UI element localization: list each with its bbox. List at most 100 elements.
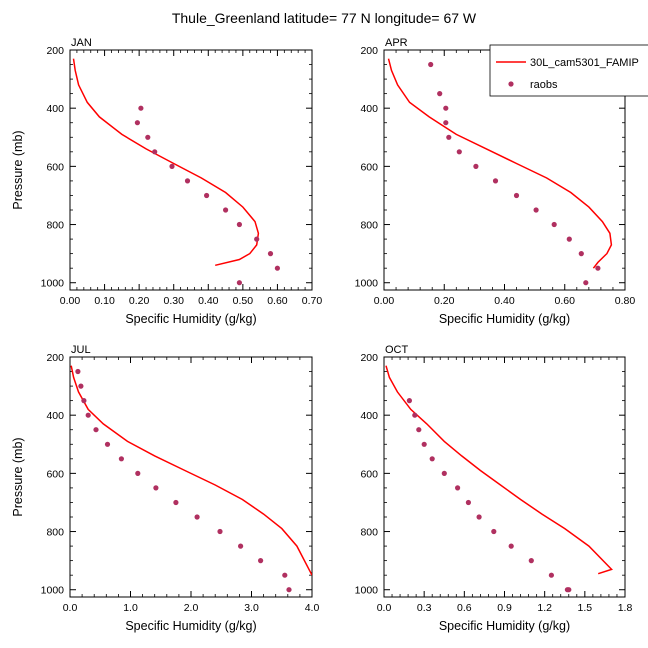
panel-jul: JUL 0.0 1.0 2.0 3.0 4.0 200 400 600 800 1000 Specif… [11, 344, 319, 633]
x-tick-label: 0.50 [233, 295, 254, 307]
panel-label: JUL [71, 344, 91, 356]
x-tick-label: 0.40 [494, 295, 515, 307]
data-layer [387, 58, 613, 286]
raobs-point [429, 456, 435, 462]
raobs-point [236, 221, 242, 228]
x-tick-label: 0.30 [163, 295, 184, 307]
x-tick-label: 0.0 [63, 602, 78, 614]
figure-title: Thule_Greenland latitude= 77 N longitude… [172, 10, 477, 26]
raobs-point [104, 441, 111, 447]
raobs-point [194, 514, 200, 520]
y-tick-label: 200 [46, 352, 64, 364]
series-line-model [387, 58, 613, 269]
raobs-point [152, 149, 158, 155]
y-axis-label: Pressure (mb) [11, 130, 25, 209]
raobs-point [138, 105, 144, 111]
raobs-point [421, 441, 427, 447]
raobs-point [513, 192, 520, 199]
x-tick-label: 0.0 [377, 602, 392, 614]
raobs-point [173, 499, 179, 506]
y-tick-label: 400 [46, 103, 64, 115]
raobs-point [153, 485, 159, 491]
raobs-point [491, 528, 497, 535]
y-tick-label: 200 [360, 352, 378, 364]
plot-frame [69, 356, 313, 598]
y-tick-label: 800 [360, 220, 378, 232]
data-layer [385, 365, 613, 593]
raobs-point [441, 470, 447, 476]
raobs-point [566, 236, 572, 242]
series-line-model [385, 365, 613, 575]
raobs-point [274, 265, 280, 271]
raobs-point [204, 192, 210, 199]
x-tick-label: 0.20 [434, 295, 455, 307]
raobs-point [286, 587, 292, 593]
raobs-point [528, 558, 534, 564]
y-tick-label: 600 [46, 161, 64, 173]
raobs-point [75, 368, 81, 375]
raobs-point [81, 398, 87, 404]
x-tick-label: 4.0 [305, 602, 320, 614]
x-tick-label: 1.2 [537, 602, 552, 614]
x-tick-label: 3.0 [244, 602, 259, 614]
x-tick-label: 0.00 [60, 295, 81, 307]
raobs-point [406, 398, 412, 404]
x-axis-label: Specific Humidity (g/kg) [125, 619, 256, 633]
x-tick-label: 0.9 [497, 602, 512, 614]
y-tick-label: 600 [360, 468, 378, 480]
y-tick-label: 800 [46, 220, 64, 232]
x-tick-label: 0.00 [374, 295, 395, 307]
raobs-point [473, 163, 479, 169]
raobs-point [443, 105, 449, 111]
y-tick-label: 400 [360, 410, 378, 422]
raobs-point [416, 427, 422, 433]
x-axis-label: Specific Humidity (g/kg) [439, 312, 570, 326]
legend-label-model: 30L_cam5301_FAMIP [530, 57, 639, 69]
raobs-point [492, 178, 499, 184]
y-tick-label: 400 [46, 410, 64, 422]
raobs-point [258, 558, 264, 564]
panel-label: APR [385, 37, 408, 49]
raobs-point [78, 383, 84, 389]
y-tick-label: 600 [360, 161, 378, 173]
y-tick-label: 1000 [41, 278, 65, 290]
x-tick-label: 1.0 [123, 602, 138, 614]
raobs-point [595, 265, 601, 271]
raobs-point [254, 236, 260, 242]
legend-swatch-raobs [508, 81, 514, 87]
raobs-point [236, 280, 242, 286]
series-line-model [70, 365, 312, 576]
y-tick-label: 1000 [355, 585, 379, 597]
raobs-point [564, 587, 571, 593]
y-tick-label: 200 [46, 45, 64, 57]
raobs-point [85, 412, 91, 418]
y-axis-label: Pressure (mb) [11, 437, 25, 516]
panel-jan: JAN 0.00 0.10 0.20 0.30 0.40 0.50 0.60 0.70 200 40… [11, 37, 322, 326]
y-tick-label: 800 [360, 527, 378, 539]
raobs-point [145, 134, 151, 140]
y-tick-label: 200 [360, 45, 378, 57]
raobs-point [551, 221, 557, 228]
x-tick-label: 0.80 [615, 295, 636, 307]
raobs-point [238, 543, 244, 549]
raobs-point [443, 120, 449, 126]
plot-frame [383, 356, 626, 598]
panel-label: JAN [71, 37, 92, 49]
raobs-point [508, 543, 514, 549]
y-tick-label: 400 [360, 103, 378, 115]
raobs-point [533, 207, 539, 213]
x-axis-label: Specific Humidity (g/kg) [125, 312, 256, 326]
y-tick-label: 800 [46, 527, 64, 539]
raobs-point [223, 207, 229, 213]
x-tick-label: 0.3 [417, 602, 432, 614]
raobs-point [548, 572, 555, 578]
x-tick-label: 0.10 [94, 295, 115, 307]
data-layer [72, 58, 280, 286]
x-tick-label: 0.20 [129, 295, 150, 307]
raobs-point [476, 514, 482, 520]
legend-box [489, 44, 648, 97]
x-tick-label: 1.8 [618, 602, 633, 614]
raobs-point [184, 178, 191, 184]
